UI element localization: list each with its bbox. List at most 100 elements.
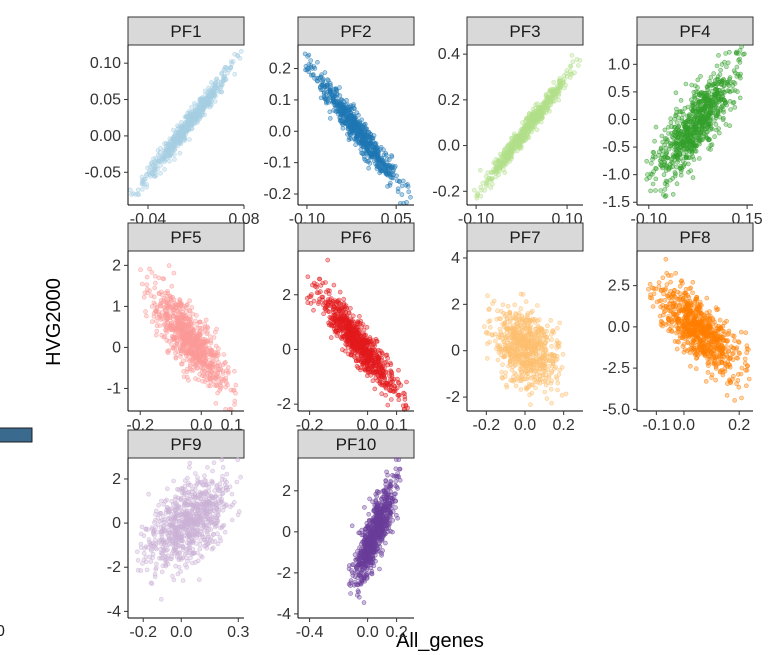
facet-title: PF1 bbox=[170, 22, 201, 41]
data-point bbox=[662, 187, 668, 192]
data-point bbox=[358, 318, 364, 324]
data-point bbox=[363, 336, 369, 341]
data-point bbox=[355, 338, 361, 344]
data-point bbox=[332, 298, 338, 304]
data-point bbox=[688, 106, 694, 112]
y-tick-label: 0.2 bbox=[269, 61, 291, 78]
data-point bbox=[671, 124, 677, 130]
data-point bbox=[167, 146, 173, 152]
data-point bbox=[690, 125, 696, 131]
data-point bbox=[337, 289, 343, 295]
data-point bbox=[556, 84, 562, 89]
y-tick-label: 0.0 bbox=[608, 111, 630, 128]
data-point bbox=[154, 328, 160, 334]
data-point bbox=[143, 309, 148, 314]
data-point bbox=[487, 318, 493, 324]
data-point bbox=[152, 273, 158, 279]
data-point bbox=[165, 299, 170, 304]
data-point bbox=[382, 168, 388, 174]
y-tick-label: 0.2 bbox=[438, 92, 460, 109]
data-point bbox=[349, 341, 355, 347]
data-point bbox=[484, 330, 489, 336]
data-point bbox=[366, 364, 371, 369]
data-point bbox=[187, 322, 193, 328]
data-point bbox=[317, 276, 323, 282]
data-point bbox=[507, 322, 513, 328]
data-point bbox=[505, 303, 511, 309]
data-point bbox=[487, 325, 493, 330]
data-point bbox=[199, 107, 205, 112]
data-point bbox=[721, 90, 726, 95]
data-point bbox=[188, 121, 194, 127]
data-point bbox=[502, 374, 508, 380]
data-point bbox=[708, 75, 714, 80]
data-point bbox=[545, 323, 550, 329]
data-point bbox=[399, 183, 405, 189]
data-point bbox=[734, 64, 740, 70]
data-point bbox=[547, 109, 552, 114]
data-point bbox=[375, 357, 381, 363]
data-point bbox=[672, 117, 677, 122]
data-point bbox=[219, 70, 225, 76]
data-point bbox=[213, 401, 219, 406]
y-tick-label: 0.5 bbox=[608, 84, 630, 101]
data-point bbox=[149, 319, 155, 325]
data-point bbox=[213, 375, 218, 381]
data-point bbox=[658, 146, 664, 152]
data-point bbox=[518, 291, 524, 297]
data-point bbox=[341, 333, 347, 339]
data-point bbox=[182, 136, 187, 142]
data-point bbox=[669, 142, 674, 147]
data-point bbox=[648, 161, 654, 166]
data-point bbox=[396, 367, 401, 373]
data-point bbox=[701, 134, 707, 139]
data-point bbox=[232, 72, 237, 77]
data-point bbox=[359, 150, 364, 156]
data-point bbox=[213, 350, 218, 355]
data-point bbox=[327, 109, 333, 115]
data-point bbox=[364, 126, 370, 131]
data-point bbox=[171, 270, 177, 276]
data-point bbox=[381, 373, 386, 379]
data-point bbox=[348, 117, 354, 122]
data-point bbox=[659, 133, 665, 139]
data-point bbox=[221, 75, 226, 80]
data-point bbox=[708, 147, 713, 152]
data-point bbox=[207, 375, 212, 381]
data-point bbox=[523, 299, 529, 304]
y-tick-label: 1 bbox=[112, 298, 121, 315]
data-point bbox=[544, 396, 550, 401]
data-point bbox=[177, 129, 183, 134]
data-point bbox=[144, 313, 149, 319]
data-point bbox=[385, 402, 391, 408]
data-point bbox=[162, 312, 168, 318]
data-point bbox=[181, 304, 187, 309]
data-point bbox=[728, 80, 734, 85]
data-point bbox=[701, 106, 707, 112]
data-point bbox=[691, 100, 696, 106]
data-point bbox=[202, 374, 208, 379]
data-point bbox=[336, 297, 342, 303]
data-point bbox=[664, 183, 670, 188]
data-point bbox=[327, 297, 333, 302]
data-point bbox=[370, 367, 375, 373]
data-point bbox=[320, 280, 326, 286]
data-point bbox=[169, 334, 175, 339]
data-point bbox=[349, 352, 354, 357]
data-point bbox=[212, 364, 218, 370]
data-point bbox=[712, 94, 717, 100]
data-point bbox=[389, 372, 394, 378]
data-point bbox=[355, 134, 361, 140]
data-point bbox=[327, 116, 333, 121]
y-tick-label: 0.00 bbox=[90, 128, 121, 145]
data-point bbox=[170, 137, 175, 142]
data-point bbox=[377, 351, 383, 356]
data-point bbox=[168, 297, 174, 302]
data-point bbox=[215, 83, 220, 89]
data-point bbox=[728, 107, 733, 112]
data-point bbox=[395, 186, 401, 192]
data-point bbox=[375, 161, 381, 167]
data-point bbox=[383, 385, 389, 391]
